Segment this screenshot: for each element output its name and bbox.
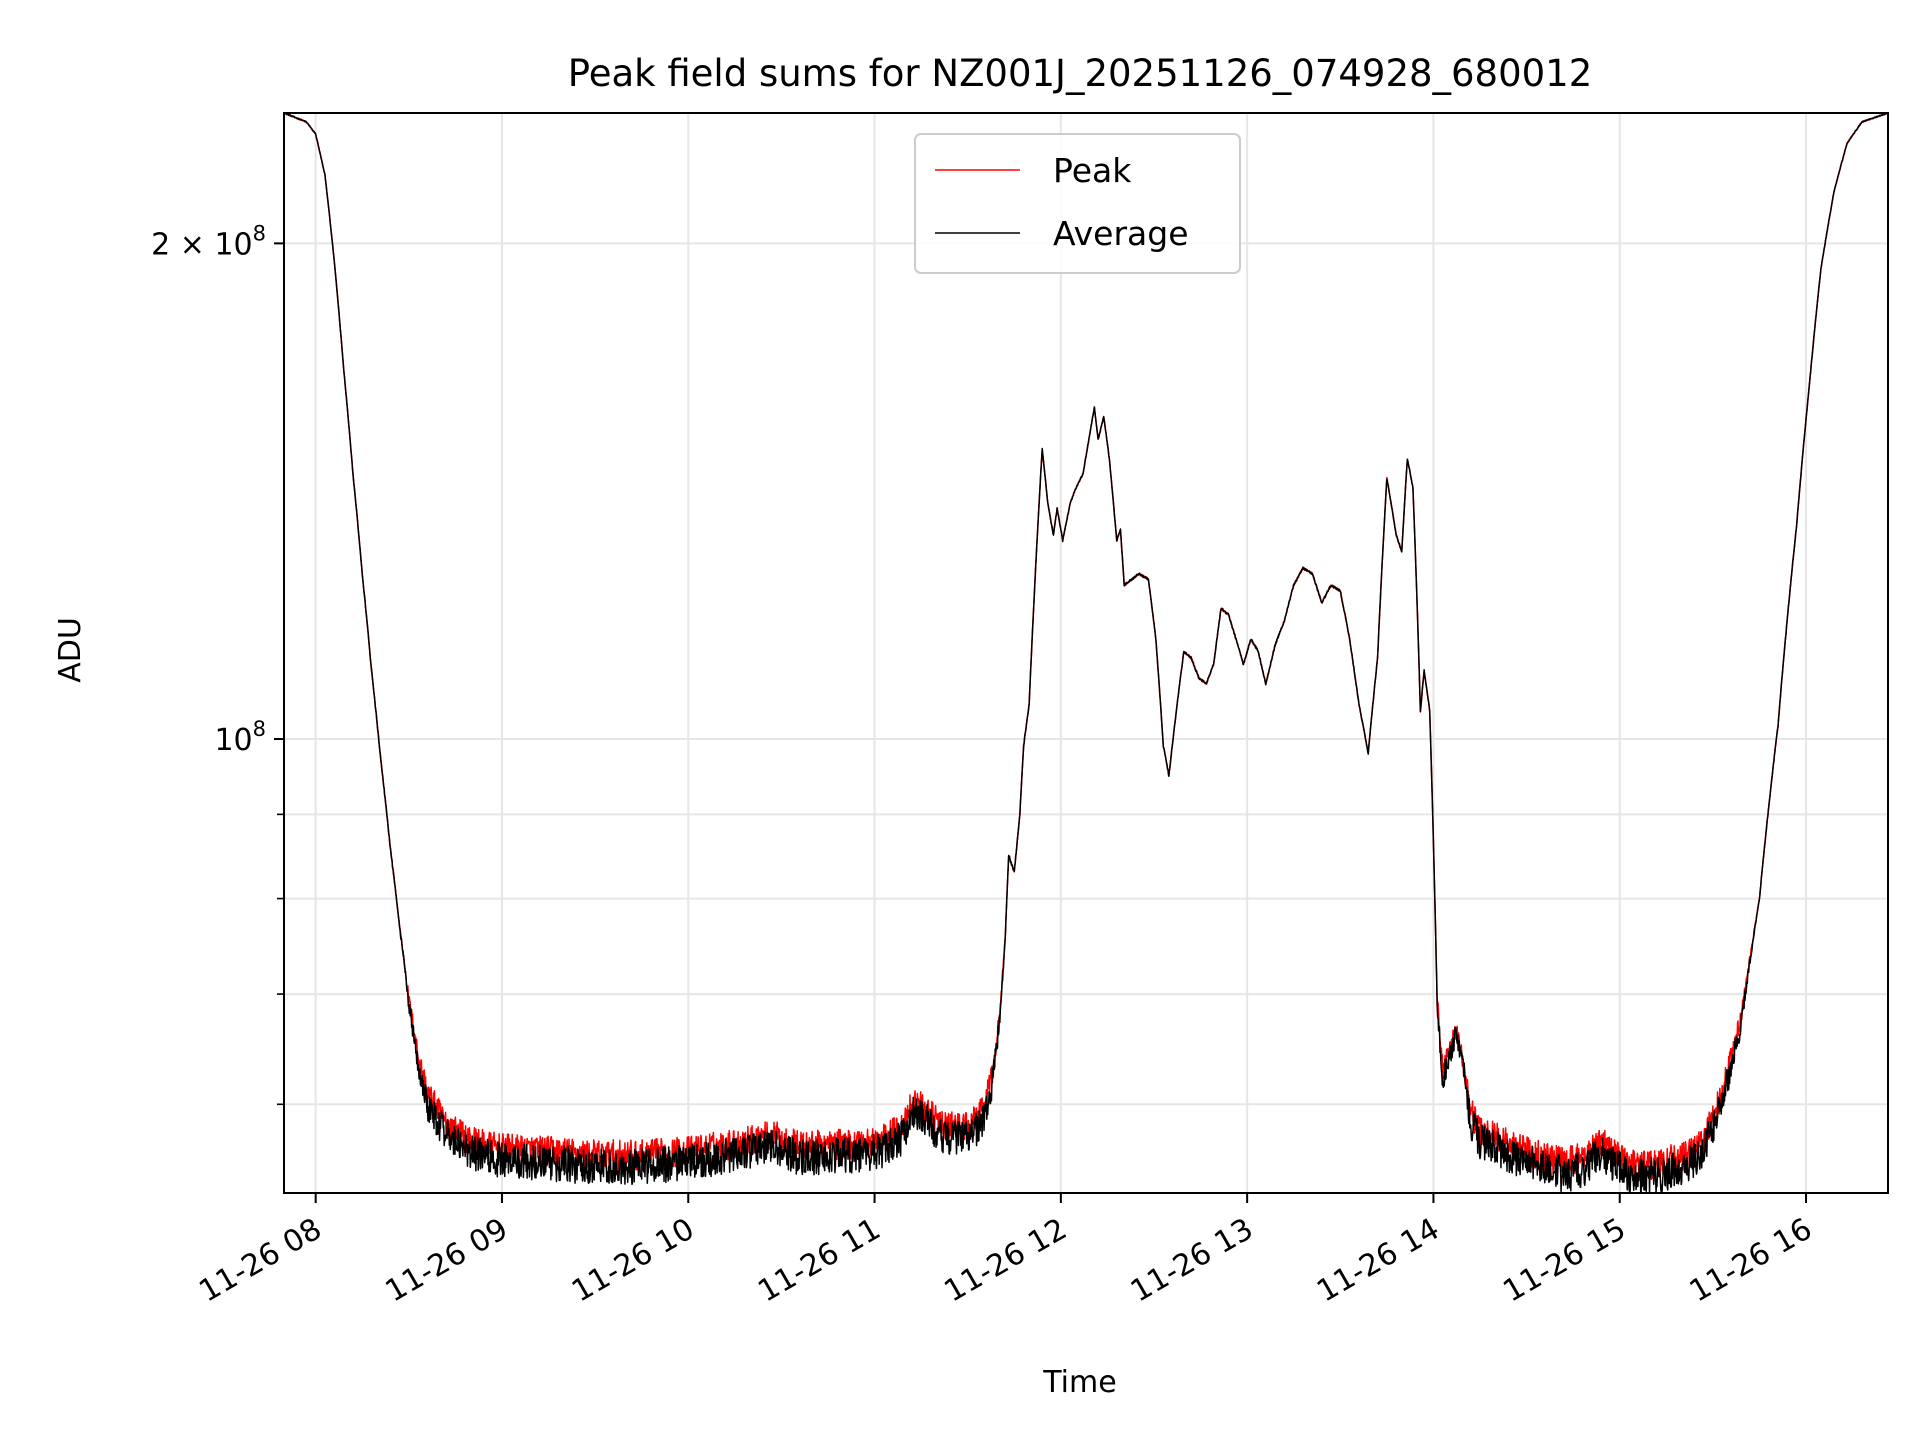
chart-title: Peak field sums for NZ001J_20251126_0749…: [568, 52, 1593, 95]
x-axis-label: Time: [1042, 1365, 1116, 1400]
legend-label-average: Average: [1053, 214, 1189, 253]
legend-box: [914, 133, 1241, 274]
legend-label-peak: Peak: [1053, 151, 1132, 190]
legend: Peak Average: [914, 133, 1241, 274]
series-line-average: [283, 112, 1889, 1194]
y-tick-label: 108: [214, 717, 266, 758]
y-axis: 108 2 × 108: [151, 221, 284, 1106]
y-axis-label: ADU: [53, 617, 88, 683]
series-layer: [283, 112, 1889, 1194]
plot-frame: [283, 112, 1889, 1194]
y-tick-label: 2 × 108: [151, 221, 266, 262]
